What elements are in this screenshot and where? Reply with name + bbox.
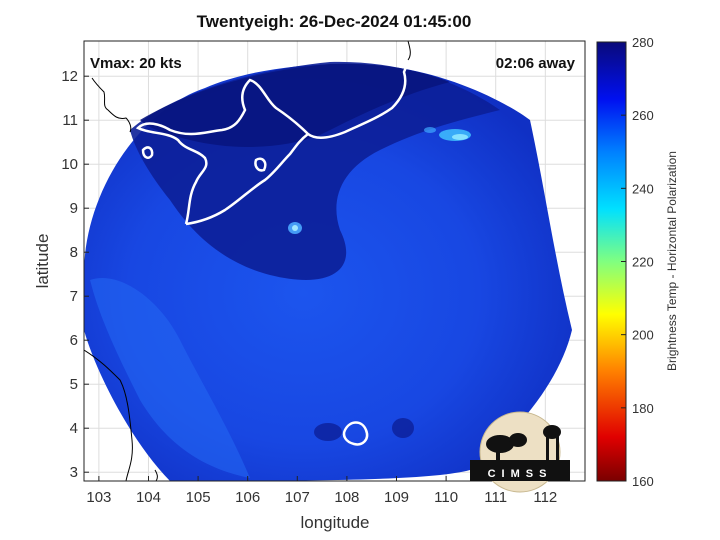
colorbar-tick-label: 200 (632, 328, 654, 343)
y-axis: 3 4 5 6 7 8 9 10 11 12 (61, 68, 89, 481)
y-tick-label: 11 (62, 112, 78, 129)
x-tick-label: 112 (533, 489, 557, 506)
colorbar-tick-label: 220 (632, 255, 654, 270)
y-tick-label: 12 (61, 68, 78, 85)
time-away-annotation: 02:06 away (496, 55, 576, 72)
x-axis: 103 104 105 106 107 108 109 110 111 112 (86, 476, 557, 506)
y-tick-label: 6 (70, 332, 78, 349)
y-tick-label: 8 (70, 244, 78, 261)
x-tick-label: 103 (86, 489, 111, 506)
x-tick-label: 111 (484, 489, 507, 506)
colorbar-ticks: 160 180 200 220 240 260 280 (621, 35, 654, 489)
colorbar-label: Brightness Temp - Horizontal Polarizatio… (665, 151, 679, 371)
y-tick-label: 3 (70, 464, 78, 481)
colorbar-tick-label: 240 (632, 181, 654, 196)
x-tick-label: 104 (136, 489, 161, 506)
y-tick-label: 9 (70, 200, 78, 217)
x-tick-label: 105 (186, 489, 211, 506)
colorbar-tick-label: 260 (632, 108, 654, 123)
coastline-black (84, 41, 411, 481)
y-tick-label: 5 (70, 376, 78, 393)
cimss-logo: CIMSS (470, 411, 570, 493)
y-axis-label: latitude (33, 234, 52, 289)
coastline-white (135, 41, 412, 446)
vmax-annotation: Vmax: 20 kts (90, 55, 182, 72)
colorbar-tick-label: 180 (632, 401, 654, 416)
logo-text: CIMSS (488, 468, 553, 480)
y-tick-label: 7 (70, 288, 78, 305)
y-tick-label: 4 (70, 420, 78, 437)
x-tick-label: 106 (235, 489, 260, 506)
colorbar-tick-label: 160 (632, 474, 654, 489)
x-tick-label: 110 (434, 489, 458, 506)
chart-title: Twentyeigh: 26-Dec-2024 01:45:00 (196, 12, 472, 31)
plot-frame (83, 40, 586, 482)
colorbar-tick-label: 280 (632, 35, 654, 50)
x-tick-label: 109 (384, 489, 409, 506)
x-tick-label: 108 (334, 489, 359, 506)
x-axis-label: longitude (300, 513, 369, 532)
x-tick-label: 107 (285, 489, 310, 506)
y-tick-label: 10 (61, 156, 78, 173)
